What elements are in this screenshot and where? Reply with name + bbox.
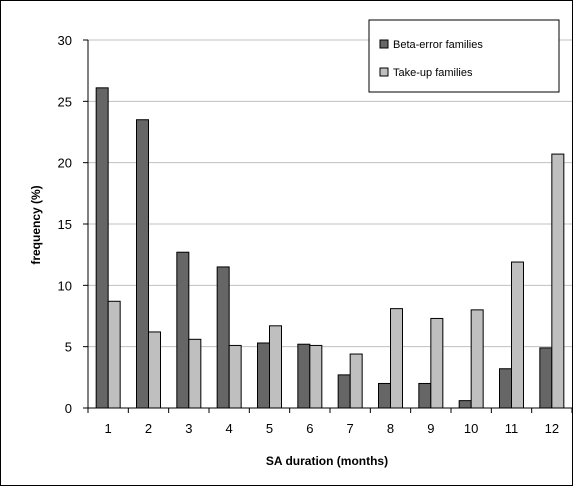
legend-label-take-up: Take-up families: [393, 67, 473, 79]
x-tick-label: 1: [105, 421, 112, 436]
legend: Beta-error families Take-up families: [368, 19, 560, 93]
x-tick-label: 3: [185, 421, 192, 436]
y-tick-labels: 0 5 10 15 20 25 30: [58, 33, 72, 416]
bar-take-up: [148, 331, 161, 409]
bar-beta-error: [257, 342, 270, 409]
y-tick-label: 10: [58, 278, 72, 293]
y-tick-label: 0: [65, 401, 72, 416]
bar-beta-error: [499, 368, 512, 409]
bar-take-up: [309, 344, 323, 409]
bar-take-up: [349, 353, 363, 409]
bar-beta-error: [216, 266, 230, 409]
x-tick-label: 8: [387, 421, 394, 436]
x-tick-label: 5: [266, 421, 273, 436]
x-tick-label: 7: [347, 421, 354, 436]
x-tick-label: 6: [306, 421, 313, 436]
x-tick-label: 2: [145, 421, 152, 436]
bar-beta-error: [418, 382, 432, 409]
x-axis-title: SA duration (months): [266, 454, 388, 468]
x-tick-label: 10: [464, 421, 478, 436]
bar-beta-error: [539, 347, 553, 409]
bar-beta-error: [458, 400, 472, 409]
x-tick-labels: 1 2 3 4 5 6 7 8 9 10 11 12: [105, 421, 560, 436]
bar-take-up: [228, 344, 242, 409]
legend-box: [368, 19, 560, 93]
bar-take-up: [551, 153, 565, 409]
bar-take-up: [470, 309, 484, 409]
bar-take-up: [390, 308, 403, 409]
x-tick-label: 11: [505, 421, 519, 436]
bar-take-up: [188, 338, 202, 409]
bar-beta-error: [136, 119, 149, 409]
bar-beta-error: [95, 87, 109, 409]
y-tick-label: 25: [58, 94, 72, 109]
bar-beta-error: [176, 251, 190, 409]
bar-take-up: [107, 300, 121, 409]
bar-take-up: [511, 261, 524, 409]
bars: [95, 87, 565, 409]
legend-label-beta-error: Beta-error families: [393, 39, 483, 51]
bar-beta-error: [378, 382, 391, 409]
y-tick-label: 15: [58, 217, 72, 232]
y-tick-label: 20: [58, 156, 72, 171]
x-tick-label: 4: [226, 421, 233, 436]
axes: [83, 39, 573, 413]
legend-swatch-take-up: [379, 67, 389, 77]
bar-beta-error: [337, 374, 351, 409]
bar-beta-error: [297, 343, 311, 409]
x-tick-label: 9: [427, 421, 434, 436]
x-tick-label: 12: [545, 421, 559, 436]
legend-swatch-beta-error: [379, 39, 389, 49]
bar-take-up: [269, 325, 282, 409]
bar-take-up: [430, 317, 444, 409]
y-tick-label: 30: [58, 33, 72, 48]
y-axis-title: frequency (%): [29, 185, 43, 264]
y-tick-label: 5: [65, 340, 72, 355]
